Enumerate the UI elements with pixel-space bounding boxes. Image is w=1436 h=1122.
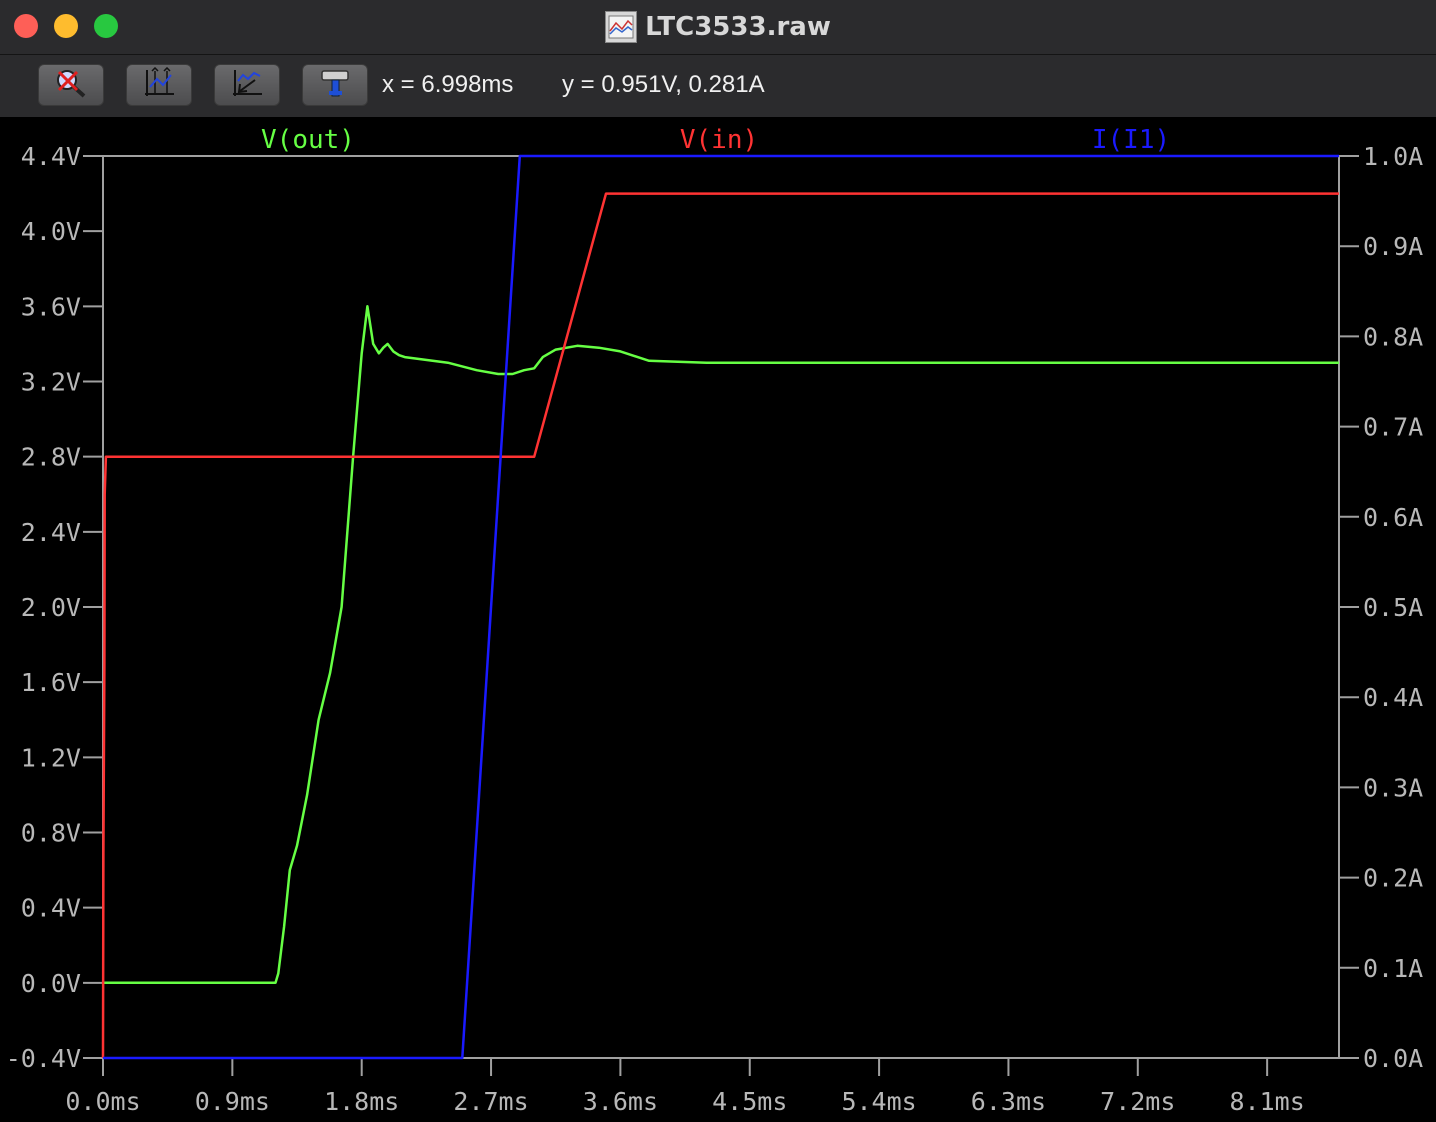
close-window-button[interactable] [14, 14, 38, 38]
y-left-tick-label: 2.4V [21, 518, 81, 547]
y-right-tick-label: 0.7A [1363, 413, 1423, 442]
y-right-tick-label: 0.2A [1363, 864, 1423, 893]
x-tick-label: 0.9ms [195, 1087, 270, 1116]
x-tick-label: 6.3ms [971, 1087, 1046, 1116]
plot-frame [102, 155, 1340, 1059]
title-bar: LTC3533.raw [0, 0, 1436, 55]
legend-label-v-in: V(in) [680, 125, 758, 155]
y-right-tick-label: 0.0A [1363, 1044, 1423, 1073]
x-tick-label: 4.5ms [712, 1087, 787, 1116]
y-left-tick-label: 0.4V [21, 894, 81, 923]
waveform-file-icon [605, 11, 638, 43]
series-line-v-out [103, 305, 1339, 985]
zoom-cancel-icon [53, 67, 89, 103]
y-right-tick-label: 0.6A [1363, 503, 1423, 532]
x-tick-label: 7.2ms [1100, 1087, 1175, 1116]
y-left-tick-label: 4.4V [21, 142, 81, 171]
toolbar: x = 6.998ms y = 0.951V, 0.281A [0, 55, 1436, 117]
y-left-tick-label: 1.6V [21, 668, 81, 697]
y-right-tick-label: 0.3A [1363, 773, 1423, 802]
zoom-previous-button[interactable] [214, 64, 280, 106]
zoom-window-button[interactable] [94, 14, 118, 38]
autorange-button[interactable] [126, 64, 192, 106]
legend-label-v-out: V(out) [261, 125, 355, 155]
y-right-tick-label: 0.4A [1363, 683, 1423, 712]
zoom-cancel-button[interactable] [38, 64, 104, 106]
y-right-tick-label: 0.9A [1363, 232, 1423, 261]
y-left-tick-label: 3.2V [21, 368, 81, 397]
x-tick-label: 5.4ms [841, 1087, 916, 1116]
x-tick-label: 3.6ms [583, 1087, 658, 1116]
series-line-i-i1 [103, 154, 1339, 1060]
hammer-button[interactable] [302, 64, 368, 106]
cursor-x-readout: x = 6.998ms [382, 71, 514, 98]
cursor-y-readout: y = 0.951V, 0.281A [562, 71, 765, 98]
legend-label-i-i1: I(I1) [1092, 125, 1170, 155]
y-left-tick-label: 3.6V [21, 292, 81, 321]
x-tick-label: 1.8ms [324, 1087, 399, 1116]
y-right-tick-label: 0.1A [1363, 954, 1423, 983]
minimize-window-button[interactable] [54, 14, 78, 38]
y-left-tick-label: 2.8V [21, 443, 81, 472]
y-left-tick-label: 2.0V [21, 593, 81, 622]
y-left-tick-label: 0.0V [21, 969, 81, 998]
x-tick-label: 0.0ms [65, 1087, 140, 1116]
y-left-tick-label: -0.4V [6, 1044, 81, 1073]
waveform-plot[interactable]: 4.4V 4.0V 3.6V 3.2V 2.8V 2.4V 2.0V 1.6V 1.2V 0.8V… [0, 118, 1436, 1118]
y-left-tick-label: 4.0V [21, 217, 81, 246]
series-line-v-in [101, 192, 1339, 1059]
hammer-icon [317, 67, 353, 103]
x-tick-label: 8.1ms [1230, 1087, 1305, 1116]
waveform-chart[interactable]: 4.4V 4.0V 3.6V 3.2V 2.8V 2.4V 2.0V 1.6V 1.2V 0.8V… [0, 118, 1436, 1118]
y-left-tick-label: 0.8V [21, 819, 81, 848]
y-left-tick-label: 1.2V [21, 743, 81, 772]
autorange-icon [141, 66, 177, 103]
window-title: LTC3533.raw [645, 12, 831, 42]
y-right-tick-label: 0.5A [1363, 593, 1423, 622]
window-title-group: LTC3533.raw [0, 0, 1436, 54]
y-right-tick-label: 1.0A [1363, 142, 1423, 171]
y-right-tick-label: 0.8A [1363, 322, 1423, 351]
zoom-previous-icon [229, 67, 265, 103]
x-tick-label: 2.7ms [453, 1087, 528, 1116]
